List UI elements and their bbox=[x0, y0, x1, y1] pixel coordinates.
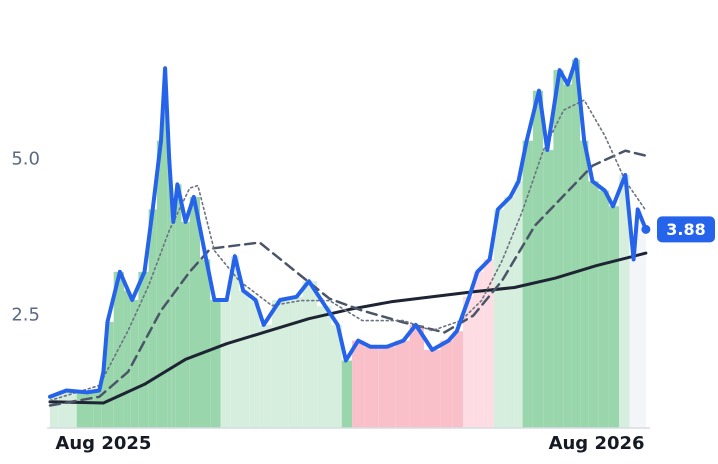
area-bar bbox=[249, 299, 260, 428]
area-bar bbox=[181, 221, 190, 428]
area-bar bbox=[641, 229, 646, 428]
area-bar bbox=[317, 306, 332, 428]
series-line bbox=[48, 149, 648, 407]
area-bar bbox=[341, 360, 353, 428]
area-bar bbox=[395, 340, 410, 428]
area-bar bbox=[409, 324, 424, 428]
area-bar bbox=[288, 296, 303, 428]
area-bar bbox=[58, 390, 77, 428]
area-bar bbox=[571, 59, 581, 428]
area-bar bbox=[50, 396, 59, 428]
area-bar bbox=[563, 84, 572, 428]
area-bar bbox=[101, 371, 106, 428]
area-bar bbox=[493, 209, 505, 428]
area-bar bbox=[210, 299, 221, 428]
area-bar bbox=[138, 271, 149, 428]
area-bar bbox=[598, 190, 609, 428]
area-bar bbox=[163, 68, 168, 429]
x-tick-label: Aug 2025 bbox=[55, 433, 151, 454]
area-bar bbox=[175, 184, 182, 428]
area-bar bbox=[148, 209, 157, 428]
area-bar bbox=[452, 331, 464, 428]
area-bar bbox=[156, 140, 164, 428]
area-bar bbox=[239, 290, 250, 428]
y-tick-label: 2.5 bbox=[11, 305, 40, 326]
area-bar bbox=[93, 390, 102, 428]
area-bar bbox=[123, 290, 131, 428]
area-bar bbox=[608, 206, 620, 428]
area-bar bbox=[463, 296, 474, 428]
area-bar bbox=[504, 196, 515, 428]
last-point bbox=[641, 224, 651, 234]
area-bar bbox=[543, 150, 554, 429]
area-bar bbox=[171, 221, 176, 428]
area-bar bbox=[259, 324, 272, 428]
area-bar bbox=[635, 209, 642, 428]
area-bar bbox=[378, 346, 396, 428]
area-bar bbox=[483, 259, 494, 428]
area-bar bbox=[105, 321, 114, 428]
series-line bbox=[48, 251, 648, 405]
area-bar bbox=[167, 159, 172, 428]
x-tick-label: Aug 2026 bbox=[549, 433, 645, 454]
area-bar bbox=[440, 340, 453, 428]
area-bar bbox=[220, 299, 231, 428]
area-bar bbox=[331, 324, 342, 428]
area-bar bbox=[189, 196, 200, 428]
area-bar bbox=[553, 70, 564, 428]
area-bar bbox=[588, 181, 599, 428]
area-bar bbox=[364, 346, 379, 428]
area-bar bbox=[532, 90, 544, 428]
area-bar bbox=[271, 299, 289, 428]
area-bar bbox=[200, 259, 211, 428]
area-bar bbox=[514, 181, 523, 428]
area-bar bbox=[352, 340, 365, 428]
series-line bbox=[48, 57, 648, 399]
area-bar bbox=[302, 281, 318, 428]
area-bar bbox=[423, 349, 441, 428]
area-bar bbox=[619, 175, 630, 428]
area-bar bbox=[130, 299, 139, 428]
area-bar bbox=[473, 271, 484, 428]
y-tick-label: 5.0 bbox=[11, 148, 40, 169]
last-value-badge bbox=[657, 216, 715, 243]
series-line bbox=[49, 99, 647, 402]
last-value-label: 3.88 bbox=[666, 220, 705, 239]
area-bar bbox=[580, 140, 589, 428]
area-bar bbox=[629, 259, 636, 428]
